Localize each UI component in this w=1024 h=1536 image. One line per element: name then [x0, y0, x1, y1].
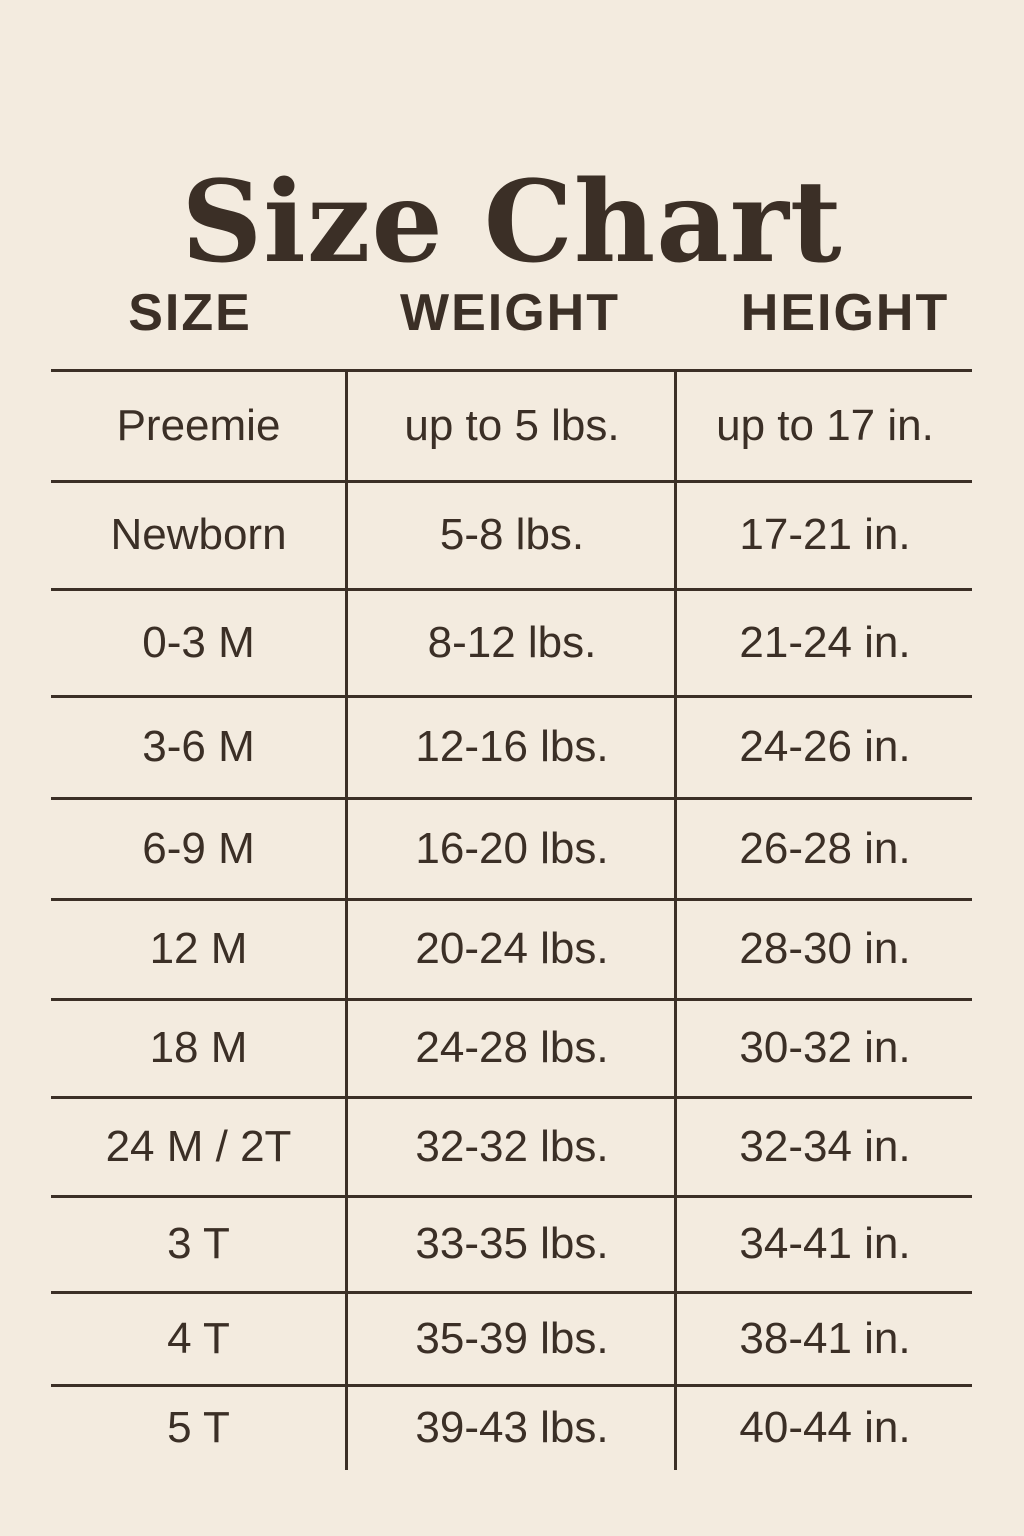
- cell-height: 34-41 in.: [739, 1219, 911, 1268]
- cell-height: 28-30 in.: [739, 924, 911, 973]
- cell-weight: 16-20 lbs.: [415, 823, 609, 873]
- cell-height: 30-32 in.: [739, 1023, 911, 1072]
- column-divider: [674, 370, 677, 1470]
- row-divider: [51, 1384, 972, 1387]
- cell-weight: 39-43 lbs.: [415, 1402, 609, 1452]
- cell-weight: 20-24 lbs.: [415, 924, 609, 973]
- row-divider: [51, 480, 972, 483]
- cell-size: Newborn: [110, 510, 287, 559]
- cell-size: 24 M / 2T: [105, 1121, 292, 1171]
- cell-size: 0-3 M: [142, 617, 255, 667]
- row-divider: [51, 998, 972, 1001]
- page-title: Size Chart: [181, 157, 843, 289]
- cell-weight: 24-28 lbs.: [415, 1023, 609, 1072]
- cell-size: 4 T: [167, 1313, 230, 1363]
- cell-height: up to 17 in.: [716, 400, 934, 450]
- cell-size: 18 M: [149, 1023, 248, 1072]
- cell-height: 17-21 in.: [739, 510, 911, 559]
- cell-weight: 8-12 lbs.: [427, 617, 597, 667]
- cell-height: 26-28 in.: [739, 823, 911, 873]
- row-divider: [51, 588, 972, 591]
- row-divider: [51, 1195, 972, 1198]
- cell-weight: up to 5 lbs.: [404, 400, 620, 450]
- cell-height: 24-26 in.: [739, 722, 911, 771]
- cell-height: 38-41 in.: [739, 1313, 911, 1363]
- cell-size: 12 M: [149, 924, 248, 973]
- cell-height: 32-34 in.: [739, 1121, 911, 1171]
- cell-height: 21-24 in.: [739, 617, 911, 667]
- cell-weight: 33-35 lbs.: [415, 1219, 609, 1268]
- cell-height: 40-44 in.: [739, 1402, 911, 1452]
- header-size: SIZE: [128, 284, 252, 342]
- cell-size: 3-6 M: [142, 722, 255, 771]
- header-height: HEIGHT: [740, 284, 950, 342]
- header-weight: WEIGHT: [400, 284, 620, 342]
- cell-weight: 12-16 lbs.: [415, 722, 609, 771]
- cell-size: 6-9 M: [142, 823, 255, 873]
- row-divider: [51, 797, 972, 800]
- row-divider: [51, 1096, 972, 1099]
- cell-weight: 5-8 lbs.: [439, 510, 585, 559]
- row-divider: [51, 695, 972, 698]
- cell-weight: 35-39 lbs.: [415, 1313, 609, 1363]
- cell-size: 5 T: [167, 1402, 230, 1452]
- row-divider: [51, 369, 972, 372]
- row-divider: [51, 1291, 972, 1294]
- cell-size: 3 T: [167, 1219, 230, 1268]
- column-divider: [345, 370, 348, 1470]
- row-divider: [51, 898, 972, 901]
- cell-size: Preemie: [116, 400, 281, 450]
- cell-weight: 32-32 lbs.: [415, 1121, 609, 1171]
